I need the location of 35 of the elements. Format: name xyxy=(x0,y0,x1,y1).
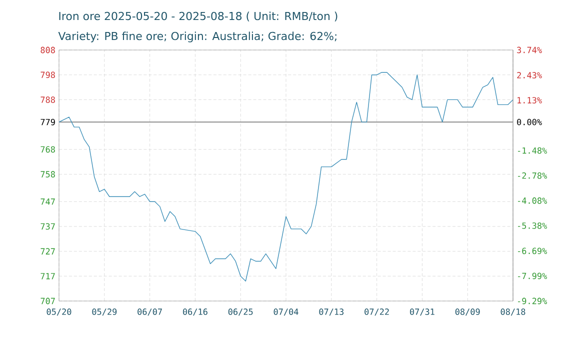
x-tick-label: 06/16 xyxy=(183,308,208,316)
x-tick-label: 05/29 xyxy=(92,308,117,316)
y-tick-label: 747 xyxy=(40,198,55,205)
y2-tick-label: -6.69% xyxy=(518,248,547,254)
y-tick-label: 768 xyxy=(40,146,55,153)
x-tick-label: 07/31 xyxy=(410,308,434,316)
y2-tick-label: 1.13% xyxy=(518,97,542,104)
chart-subtitle: Variety: PB fine ore; Origin: Australia; Grade: 62%; xyxy=(58,32,336,42)
x-tick-label: 08/18 xyxy=(500,308,526,316)
y2-tick-label: -1.48% xyxy=(518,147,547,154)
y2-tick-label: 2.43% xyxy=(517,72,542,78)
y-tick-label: 717 xyxy=(40,273,55,280)
y2-tick-label: -2.78% xyxy=(518,172,547,179)
y-tick-label: 798 xyxy=(40,72,55,78)
y2-tick-label: -4.08% xyxy=(518,197,547,204)
y-tick-label: 727 xyxy=(40,248,55,254)
y-tick-label: 758 xyxy=(40,171,55,178)
y-tick-label: 788 xyxy=(40,96,55,103)
x-tick-label: 06/07 xyxy=(138,308,162,316)
x-tick-label: 08/09 xyxy=(455,308,480,316)
y2-tick-label: -7.99% xyxy=(518,272,547,280)
chart-title: Iron ore 2025-05-20 - 2025-08-18 ( Unit: RMB/ton ) xyxy=(59,12,338,22)
x-tick-label: 07/13 xyxy=(319,308,344,316)
x-tick-label: 06/25 xyxy=(228,308,253,316)
y-tick-label: 737 xyxy=(40,223,55,230)
y2-tick-label: 3.74% xyxy=(517,46,542,54)
y2-tick-label: -9.29% xyxy=(518,298,547,304)
y2-tick-label: -5.38% xyxy=(518,222,547,229)
x-tick-label: 07/22 xyxy=(364,308,389,316)
y-tick-label: 808 xyxy=(40,46,55,54)
x-tick-label: 07/04 xyxy=(274,308,298,316)
x-tick-label: 05/20 xyxy=(46,308,72,316)
y2-tick-label: 0.00% xyxy=(517,118,542,126)
y-tick-label: 707 xyxy=(40,298,55,304)
y-tick-label: 779 xyxy=(40,118,55,126)
